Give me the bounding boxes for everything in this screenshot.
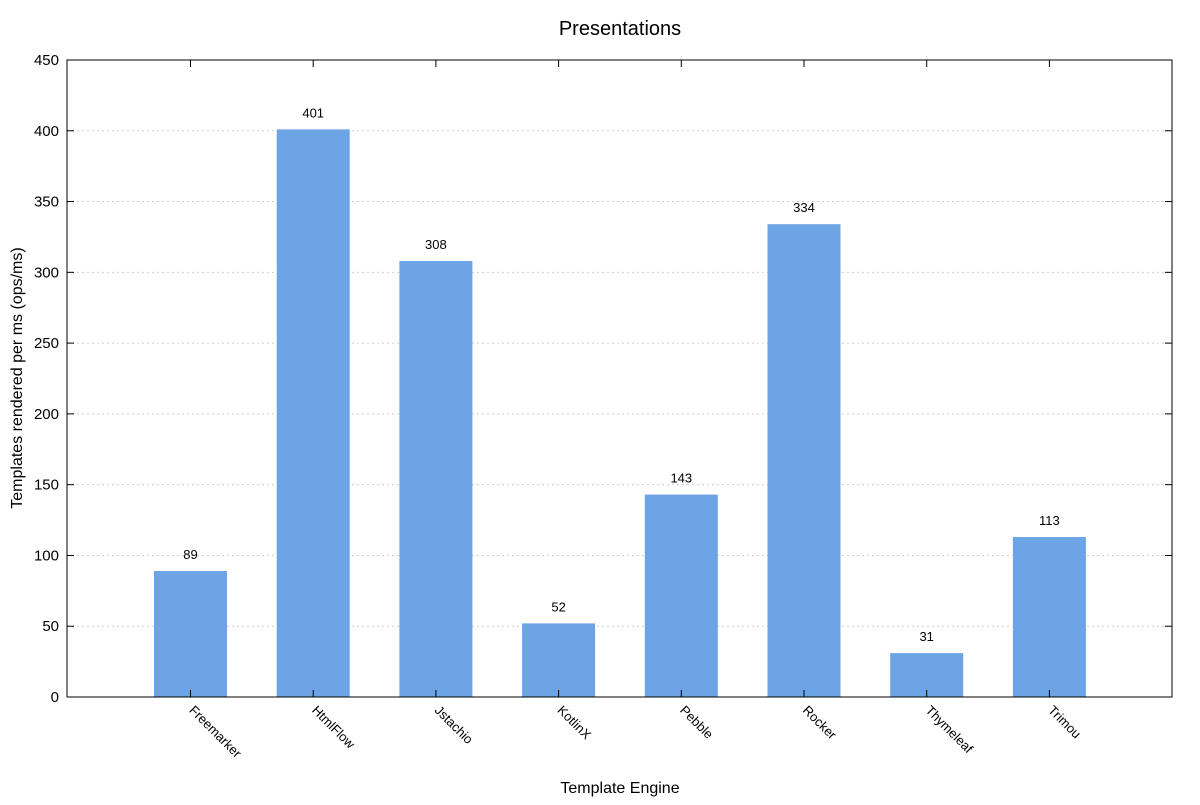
- y-tick-label: 450: [34, 52, 59, 69]
- y-tick-label: 350: [34, 194, 59, 211]
- bar-trimou: [1012, 537, 1086, 697]
- bar-rocker: [767, 224, 841, 697]
- data-label: 308: [425, 237, 447, 252]
- data-label: 31: [919, 629, 933, 644]
- y-tick-label: 50: [42, 618, 59, 635]
- data-label: 113: [1039, 513, 1060, 528]
- data-label: 401: [302, 105, 324, 120]
- chart-title: Presentations: [559, 18, 681, 40]
- x-tick-label-kotlinx: KotlinX: [554, 703, 594, 743]
- y-tick-label: 400: [34, 123, 59, 140]
- bar-pebble: [644, 494, 718, 697]
- data-label: 143: [670, 471, 692, 486]
- bar-jstachio: [399, 261, 473, 697]
- x-axis-label: Template Engine: [560, 780, 679, 797]
- x-tick-label-pebble: Pebble: [677, 703, 716, 742]
- y-tick-label: 300: [34, 264, 59, 281]
- bar-freemarker: [154, 571, 227, 697]
- gridlines: [67, 130, 1172, 627]
- y-tick-label: 150: [34, 477, 59, 494]
- bar-kotlinx: [522, 623, 596, 697]
- y-tick-label: 100: [34, 547, 59, 564]
- bar-thymeleaf: [890, 653, 964, 697]
- data-label: 89: [183, 547, 197, 562]
- x-tick-label-rocker: Rocker: [800, 703, 840, 743]
- y-tick-label: 0: [51, 689, 59, 706]
- data-label: 334: [793, 200, 815, 215]
- x-tick-label-htmlflow: HtmlFlow: [309, 703, 358, 752]
- y-axis-label: Templates rendered per ms (ops/ms): [9, 247, 26, 508]
- data-label: 52: [551, 599, 565, 614]
- x-tick-label-jstachio: Jstachio: [432, 703, 476, 747]
- bar-htmlflow: [276, 129, 350, 697]
- plot-frame: [66, 59, 1173, 698]
- y-tick-label: 250: [34, 335, 59, 352]
- x-tick-label-thymeleaf: Thymeleaf: [923, 703, 977, 757]
- x-tick-label-trimou: Trimou: [1045, 703, 1084, 742]
- bars: 89 401 308 52 143 334 31 113: [154, 105, 1086, 697]
- y-tick-label: 200: [34, 406, 59, 423]
- x-tick-label-freemarker: Freemarker: [186, 703, 245, 762]
